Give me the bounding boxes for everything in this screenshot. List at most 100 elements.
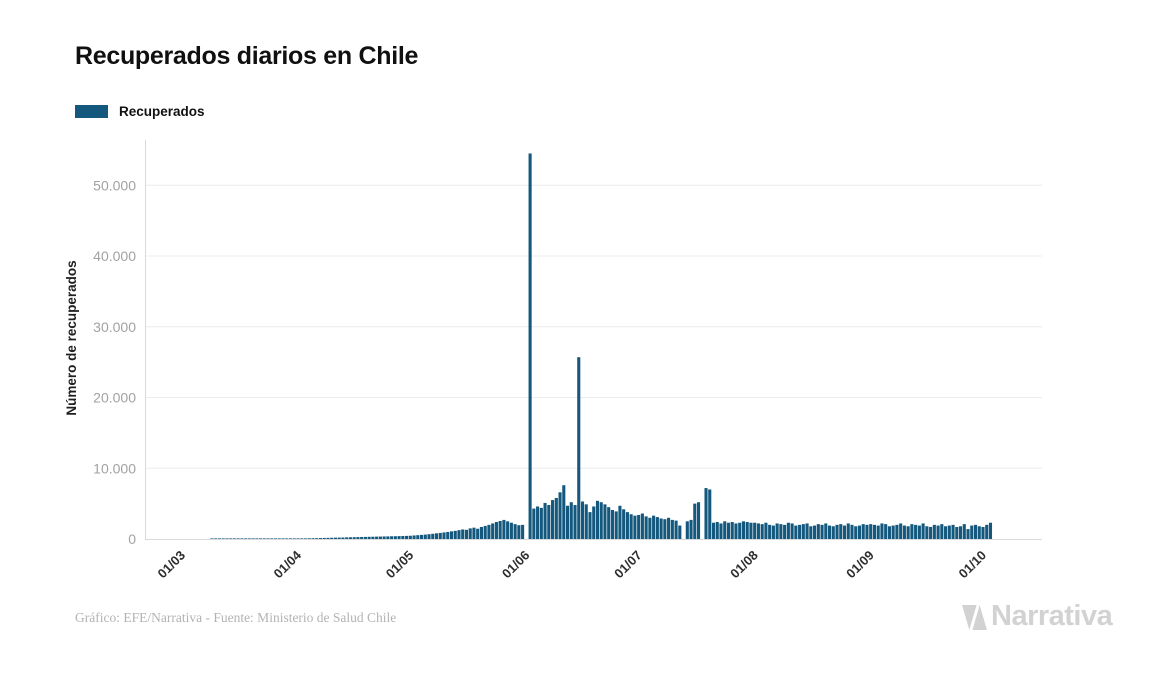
bar <box>599 502 603 539</box>
x-tick-label: 01/08 <box>727 548 761 582</box>
x-tick-label: 01/07 <box>611 548 645 582</box>
bar <box>970 525 974 539</box>
bar <box>925 526 929 539</box>
bar <box>270 538 274 539</box>
bar <box>431 533 435 539</box>
bar <box>517 525 521 539</box>
bar <box>446 531 450 539</box>
bar <box>764 522 768 539</box>
x-tick-label: 01/05 <box>383 548 417 582</box>
n-icon-triangle <box>972 605 987 630</box>
legend: Recuperados <box>75 104 205 119</box>
bar <box>958 526 963 539</box>
bar <box>315 538 319 539</box>
bar <box>476 528 480 539</box>
bar <box>580 501 585 539</box>
bar <box>509 522 513 539</box>
bar <box>210 538 214 539</box>
bar <box>805 523 809 539</box>
bar <box>217 538 221 539</box>
y-tick-label: 30.000 <box>93 319 136 335</box>
bar <box>820 524 824 539</box>
bar <box>333 537 338 539</box>
bar <box>906 526 910 539</box>
bar <box>902 525 906 539</box>
bar <box>536 506 540 539</box>
bar <box>322 537 326 539</box>
bar <box>899 523 903 539</box>
bar <box>577 357 581 539</box>
bar <box>565 505 570 539</box>
bar <box>318 538 323 539</box>
x-tick-label: 01/04 <box>271 547 305 581</box>
bar <box>311 538 315 539</box>
bar <box>367 536 371 539</box>
bar <box>921 523 925 539</box>
bar <box>652 515 656 539</box>
bar <box>251 538 255 539</box>
bar <box>442 532 446 539</box>
bar <box>266 538 270 539</box>
bar <box>891 525 895 539</box>
bar <box>464 529 469 539</box>
bar <box>854 526 858 539</box>
brand-name: Narrativa <box>991 600 1113 632</box>
bar <box>644 516 648 539</box>
bar <box>416 535 420 539</box>
bar <box>711 522 716 539</box>
bar <box>232 538 236 539</box>
bar <box>944 526 948 539</box>
bar <box>869 524 873 539</box>
bar <box>816 524 820 539</box>
bar <box>884 524 888 539</box>
bar <box>390 536 394 539</box>
bar <box>532 508 536 539</box>
bar <box>985 524 989 539</box>
bar <box>618 505 622 539</box>
bar <box>592 506 596 539</box>
bar <box>947 525 951 539</box>
bar <box>468 528 472 539</box>
n-icon-triangle <box>962 605 977 630</box>
bar <box>547 505 551 539</box>
bar <box>330 537 334 539</box>
bar <box>551 500 555 539</box>
bar <box>420 534 424 539</box>
bar <box>491 523 495 539</box>
bar <box>827 525 832 539</box>
bar <box>498 520 502 539</box>
bar <box>558 492 562 539</box>
bar <box>835 524 839 539</box>
bar <box>449 531 454 539</box>
bar <box>730 522 734 539</box>
bar <box>562 485 566 539</box>
bar <box>708 489 712 539</box>
bar <box>880 523 884 539</box>
bar <box>214 538 218 539</box>
y-tick-label: 40.000 <box>93 248 136 264</box>
bar <box>303 538 308 539</box>
bar <box>689 519 693 539</box>
bar <box>685 521 689 539</box>
bar <box>341 537 345 539</box>
bar <box>693 503 697 539</box>
bar <box>771 525 775 539</box>
bar <box>629 514 633 539</box>
bar <box>966 529 970 539</box>
legend-label: Recuperados <box>119 104 205 119</box>
bar <box>240 538 244 539</box>
bar <box>929 526 933 539</box>
narrativa-n-icon <box>962 605 987 630</box>
bar <box>588 512 592 539</box>
bar <box>614 511 618 539</box>
bar <box>749 522 753 539</box>
bar <box>595 500 600 539</box>
bar <box>962 524 966 539</box>
bar <box>977 526 981 539</box>
bar <box>401 535 405 539</box>
y-tick-label: 10.000 <box>93 460 136 476</box>
bar <box>607 507 611 539</box>
bar <box>506 521 510 539</box>
bar <box>296 538 300 539</box>
